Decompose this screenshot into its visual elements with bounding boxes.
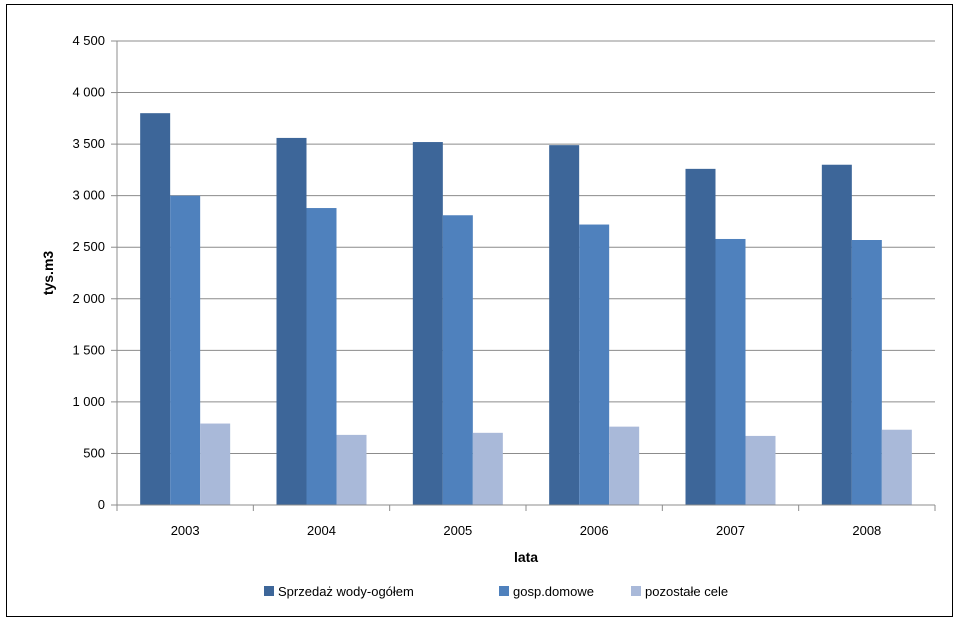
y-tick-label: 1 500 [72,342,105,357]
y-tick-label: 3 500 [72,136,105,151]
bar [442,215,473,505]
legend-swatch [631,586,641,596]
legend-label: gosp.domowe [513,584,594,599]
bar [715,238,746,505]
bar [412,142,443,505]
bars [140,113,912,506]
bar [821,164,852,505]
y-tick-label: 4 500 [72,33,105,48]
x-tick-labels: 2003 2004 2005 2006 2007 2008 [171,523,882,538]
y-tick-label: 2 500 [72,239,105,254]
bar [472,432,503,505]
bar [579,224,610,505]
chart-frame: 0 500 1 000 1 500 2 000 2 500 3 000 3 500 4 000 4… [6,4,953,617]
bar [549,145,580,506]
bar [851,240,882,505]
legend-label: pozostałe cele [645,584,728,599]
bar [170,195,201,505]
x-tick-label: 2008 [852,523,881,538]
bar [336,434,367,505]
chart-svg: 0 500 1 000 1 500 2 000 2 500 3 000 3 500 4 000 4… [40,33,936,599]
legend-label: Sprzedaż wody-ogółem [278,584,414,599]
legend-swatch [499,586,509,596]
bar [276,137,307,505]
bar [685,168,716,505]
y-tick-label: 1 000 [72,394,105,409]
y-tick-label: 4 000 [72,85,105,100]
legend-swatch [264,586,274,596]
x-tick-label: 2003 [171,523,200,538]
bar [200,423,231,505]
legend: Sprzedaż wody-ogółem gosp.domowe pozostałe… [264,584,728,599]
gridlines [117,40,935,454]
x-tick-label: 2004 [307,523,336,538]
bar [609,426,640,505]
y-tick-label: 2 000 [72,291,105,306]
x-tick-label: 2006 [580,523,609,538]
y-tick-label: 0 [98,497,105,512]
axes [111,40,936,511]
bar [306,208,337,506]
bar [881,429,912,505]
x-tick-label: 2007 [716,523,745,538]
y-tick-labels: 0 500 1 000 1 500 2 000 2 500 3 000 3 500 4 000 4… [72,33,105,512]
bar [140,113,171,505]
y-tick-label: 500 [83,445,105,460]
x-tick-label: 2005 [443,523,472,538]
y-axis-title: tys.m3 [40,251,56,296]
y-tick-label: 3 000 [72,188,105,203]
bar [745,435,776,505]
x-axis-title: lata [514,549,538,565]
